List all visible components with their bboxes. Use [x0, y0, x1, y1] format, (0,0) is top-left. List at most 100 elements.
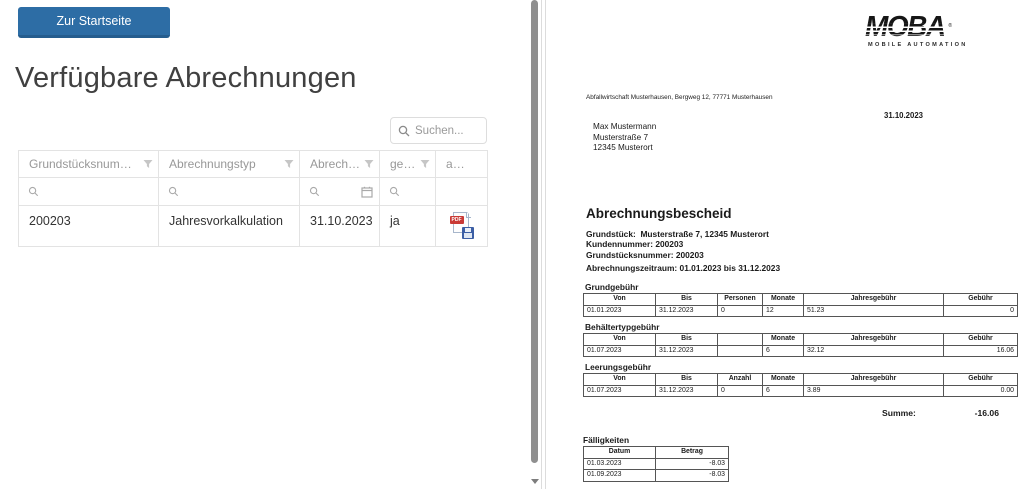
- table-header-row: Grundstücksnummer Abrechnungstyp Abrechn…: [19, 151, 487, 178]
- filter-input-abrechnungstyp[interactable]: [159, 178, 300, 206]
- td-bis: 31.12.2023: [655, 384, 718, 397]
- table-header-row: Von Bis Anzahl Monate Jahresgebühr Gebüh…: [583, 373, 1018, 386]
- logo-subtitle: MOBILE AUTOMATION: [868, 42, 968, 48]
- th-anzahl: Anzahl: [717, 373, 763, 386]
- td-personen: 0: [717, 304, 763, 317]
- td-gebuehr: 16.06: [943, 344, 1018, 357]
- meta-grundstuecksnummer: Grundstücksnummer: 200203: [586, 249, 704, 260]
- td-jahresgebuehr: 32.12: [803, 344, 944, 357]
- table-header-row: Von Bis Personen Monate Jahresgebühr Geb…: [583, 293, 1018, 306]
- billing-app-panel: Zur Startseite Verfügbare Abrechnungen G…: [15, 7, 488, 247]
- cell-abrechnungstyp: Jahresvorkalkulation: [159, 206, 300, 247]
- sum-row: Summe: -16.06: [882, 408, 999, 418]
- table-row[interactable]: 200203 Jahresvorkalkulation 31.10.2023 j…: [19, 206, 487, 247]
- column-header-label: Grundstücksnummer: [29, 157, 141, 171]
- cell-anzeigen: PDF: [436, 206, 487, 247]
- td-monate: 12: [762, 304, 804, 317]
- th-gebuehr: Gebühr: [943, 333, 1018, 346]
- column-header-label: Abrechnungstyp: [169, 157, 256, 171]
- table-row: 01.03.2023 -8.03: [583, 457, 729, 470]
- th-empty: [717, 333, 763, 346]
- scroll-down-arrow-icon[interactable]: [531, 479, 539, 484]
- document-date: 31.10.2023: [884, 111, 924, 120]
- column-header-abrechnungstyp[interactable]: Abrechnungstyp: [159, 151, 300, 178]
- table-leerungsgebuehr: Von Bis Anzahl Monate Jahresgebühr Gebüh…: [583, 373, 1018, 397]
- search-icon: [28, 186, 39, 197]
- billing-table: Grundstücksnummer Abrechnungstyp Abrechn…: [18, 150, 488, 247]
- sum-label: Summe:: [882, 408, 916, 418]
- filter-icon[interactable]: [420, 159, 430, 169]
- search-box[interactable]: [390, 117, 487, 144]
- td-bis: 31.12.2023: [655, 304, 718, 317]
- page-fold-shape: [466, 212, 472, 217]
- th-bis: Bis: [655, 333, 718, 346]
- td-anzahl: 0: [717, 384, 763, 397]
- column-header-abrechnungsdatum[interactable]: Abrechnungsdatu...: [300, 151, 380, 178]
- search-icon: [309, 186, 320, 197]
- meta-kundennummer: Kundennummer: 200203: [586, 239, 684, 250]
- pdf-save-icon[interactable]: PDF: [449, 212, 474, 239]
- td-gebuehr: 0: [943, 304, 1018, 317]
- td-von: 01.01.2023: [583, 304, 656, 317]
- column-header-label: anzeigen: [446, 157, 487, 171]
- cell-abrechnungsdatum: 31.10.2023: [300, 206, 380, 247]
- td-gebuehr: 0.00: [943, 384, 1018, 397]
- registered-mark: ®: [948, 22, 952, 30]
- recipient-name: Max Mustermann: [593, 122, 657, 131]
- filter-icon[interactable]: [364, 159, 374, 169]
- table-header-row: Von Bis Monate Jahresgebühr Gebühr: [583, 333, 1018, 346]
- filter-input-abrechnungsdatum[interactable]: [300, 178, 380, 206]
- billing-period: Abrechnungszeitraum: 01.01.2023 bis 31.1…: [586, 263, 781, 273]
- document-meta: Grundstück: Musterstraße 7, 12345 Muster…: [586, 229, 769, 260]
- search-icon: [389, 186, 400, 197]
- filter-icon[interactable]: [143, 159, 153, 169]
- meta-grundstueck: Grundstück: Musterstraße 7, 12345 Muster…: [586, 229, 769, 239]
- th-datum: Datum: [583, 446, 656, 459]
- th-monate: Monate: [762, 293, 804, 306]
- table-filter-row: [19, 178, 487, 206]
- th-personen: Personen: [717, 293, 763, 306]
- table-row: 01.01.2023 31.12.2023 0 12 51.23 0: [583, 304, 1018, 317]
- td-monate: 6: [762, 384, 804, 397]
- column-header-anzeigen: anzeigen: [436, 151, 487, 178]
- pdf-preview-panel: MOBA ® MOBILE AUTOMATION Abfallwirtschaf…: [547, 0, 1024, 489]
- calendar-icon[interactable]: [361, 186, 373, 198]
- filter-icon[interactable]: [284, 159, 294, 169]
- logo-wordmark: MOBA: [865, 10, 946, 43]
- search-input[interactable]: [415, 124, 477, 137]
- page-title: Verfügbare Abrechnungen: [15, 62, 357, 94]
- sender-address-line: Abfallwirtschaft Musterhausen, Bergweg 1…: [586, 94, 773, 101]
- td-von: 01.07.2023: [583, 384, 656, 397]
- column-header-grundstuecksnummer[interactable]: Grundstücksnummer: [19, 151, 159, 178]
- scrollbar-thumb[interactable]: [531, 0, 538, 463]
- td-jahresgebuehr: 51.23: [803, 304, 944, 317]
- vertical-scrollbar[interactable]: [530, 0, 539, 489]
- td-bis: 31.12.2023: [655, 344, 718, 357]
- column-header-gelesen[interactable]: gelesen: [380, 151, 436, 178]
- td-datum: 01.03.2023: [583, 457, 656, 470]
- th-betrag: Betrag: [655, 446, 729, 459]
- th-jahresgebuehr: Jahresgebühr: [803, 333, 944, 346]
- sum-value: -16.06: [974, 408, 999, 418]
- td-von: 01.07.2023: [583, 344, 656, 357]
- filter-input-gelesen[interactable]: [380, 178, 436, 206]
- th-bis: Bis: [655, 293, 718, 306]
- home-button[interactable]: Zur Startseite: [18, 7, 170, 38]
- table-row: 01.07.2023 31.12.2023 6 32.12 16.06: [583, 344, 1018, 357]
- table-grundgebuehr: Von Bis Personen Monate Jahresgebühr Geb…: [583, 293, 1018, 317]
- table-row: 01.09.2023 -8.03: [583, 469, 729, 482]
- document-heading: Abrechnungsbescheid: [586, 206, 732, 221]
- search-icon: [168, 186, 179, 197]
- td-datum: 01.09.2023: [583, 469, 656, 482]
- td-empty: [717, 344, 763, 357]
- td-monate: 6: [762, 344, 804, 357]
- th-bis: Bis: [655, 373, 718, 386]
- recipient-street: Musterstraße 7: [593, 132, 649, 142]
- section-label-behaeltertypgebuehr: Behältertypgebühr: [585, 322, 660, 332]
- th-gebuehr: Gebühr: [943, 293, 1018, 306]
- filter-input-grundstuecksnummer[interactable]: [19, 178, 159, 206]
- th-von: Von: [583, 293, 656, 306]
- recipient-address: Max Mustermann Musterstraße 7 12345 Must…: [593, 122, 656, 154]
- cell-grundstuecksnummer: 200203: [19, 206, 159, 247]
